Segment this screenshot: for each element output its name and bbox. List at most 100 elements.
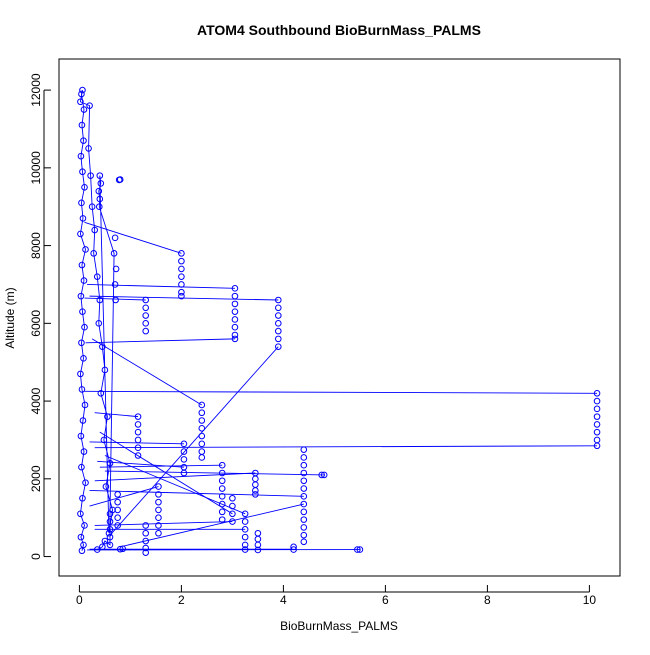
data-point [143,313,149,319]
data-point [219,478,225,484]
data-point [301,478,307,484]
data-point [115,523,121,529]
data-point [179,274,185,280]
data-point [276,328,282,334]
x-tick-label: 2 [178,593,185,607]
data-point [199,410,205,416]
data-point [276,321,282,327]
data-point [112,235,118,241]
data-point [232,301,238,307]
data-point [301,517,307,523]
data-point [115,499,121,505]
x-tick-label: 0 [76,593,83,607]
data-point [219,486,225,492]
data-point [143,328,149,334]
x-tick-label: 6 [382,593,389,607]
series-line-segment [87,284,235,288]
series-line-segment [95,446,597,448]
data-point [181,449,187,455]
y-tick-label: 6000 [29,310,43,337]
x-tick-label: 8 [484,593,491,607]
data-point [301,509,307,515]
data-point [594,422,600,428]
data-point [301,447,307,453]
data-point [179,282,185,288]
y-tick-label: 2000 [29,465,43,492]
data-point [199,433,205,439]
data-point [199,455,205,461]
data-point [255,530,261,536]
y-axis-label: Altitude (m) [3,287,17,348]
data-point [230,503,236,509]
series-line-segment [85,391,598,393]
data-point [255,536,261,542]
data-point [115,515,121,521]
data-point [115,492,121,498]
data-point [594,406,600,412]
plot-marks [78,87,600,555]
data-point [594,429,600,435]
data-point [156,507,162,513]
data-point [301,486,307,492]
y-tick-label: 10000 [29,151,43,185]
series-line-segment [92,339,202,405]
y-tick-label: 8000 [29,232,43,259]
data-point [242,534,248,540]
y-tick-label: 12000 [29,73,43,107]
data-point [112,282,118,288]
data-point [135,437,141,443]
data-point [232,317,238,323]
data-point [179,258,185,264]
data-point [143,321,149,327]
data-point [135,429,141,435]
series-line-segment [85,222,182,253]
data-point [199,441,205,447]
data-point [179,266,185,272]
data-point [135,422,141,428]
series-line-segment [90,487,159,506]
x-tick-label: 4 [280,593,287,607]
data-point [301,539,307,545]
x-tick-label: 10 [583,593,597,607]
data-point [181,470,187,476]
series-line-segment [95,413,138,417]
data-point [301,462,307,468]
data-point [199,418,205,424]
data-point [143,305,149,311]
data-point [143,523,149,529]
data-point [253,482,259,488]
data-point [219,509,225,515]
data-point [199,449,205,455]
x-axis-label: BioBurnMass_PALMS [280,619,398,633]
data-point [199,425,205,431]
data-point [156,515,162,521]
data-point [276,336,282,342]
data-point [156,530,162,536]
series-line-segment [120,504,304,547]
data-point [143,530,149,536]
data-point [232,293,238,299]
data-point [230,495,236,501]
data-point [253,476,259,482]
data-point [594,398,600,404]
series-line-segment [85,298,146,300]
data-point [253,492,259,498]
data-point [242,519,248,525]
data-point [301,525,307,531]
series-line-segment [86,339,235,343]
data-point [232,309,238,315]
y-tick-label: 0 [29,553,43,560]
series-line-segment [105,455,245,513]
data-point [594,414,600,420]
data-point [276,305,282,311]
data-point [594,437,600,443]
series-line-segment [95,473,256,481]
data-point [276,313,282,319]
data-point [232,324,238,330]
series-line-segment [105,471,324,475]
data-point [301,532,307,538]
data-point [181,457,187,463]
